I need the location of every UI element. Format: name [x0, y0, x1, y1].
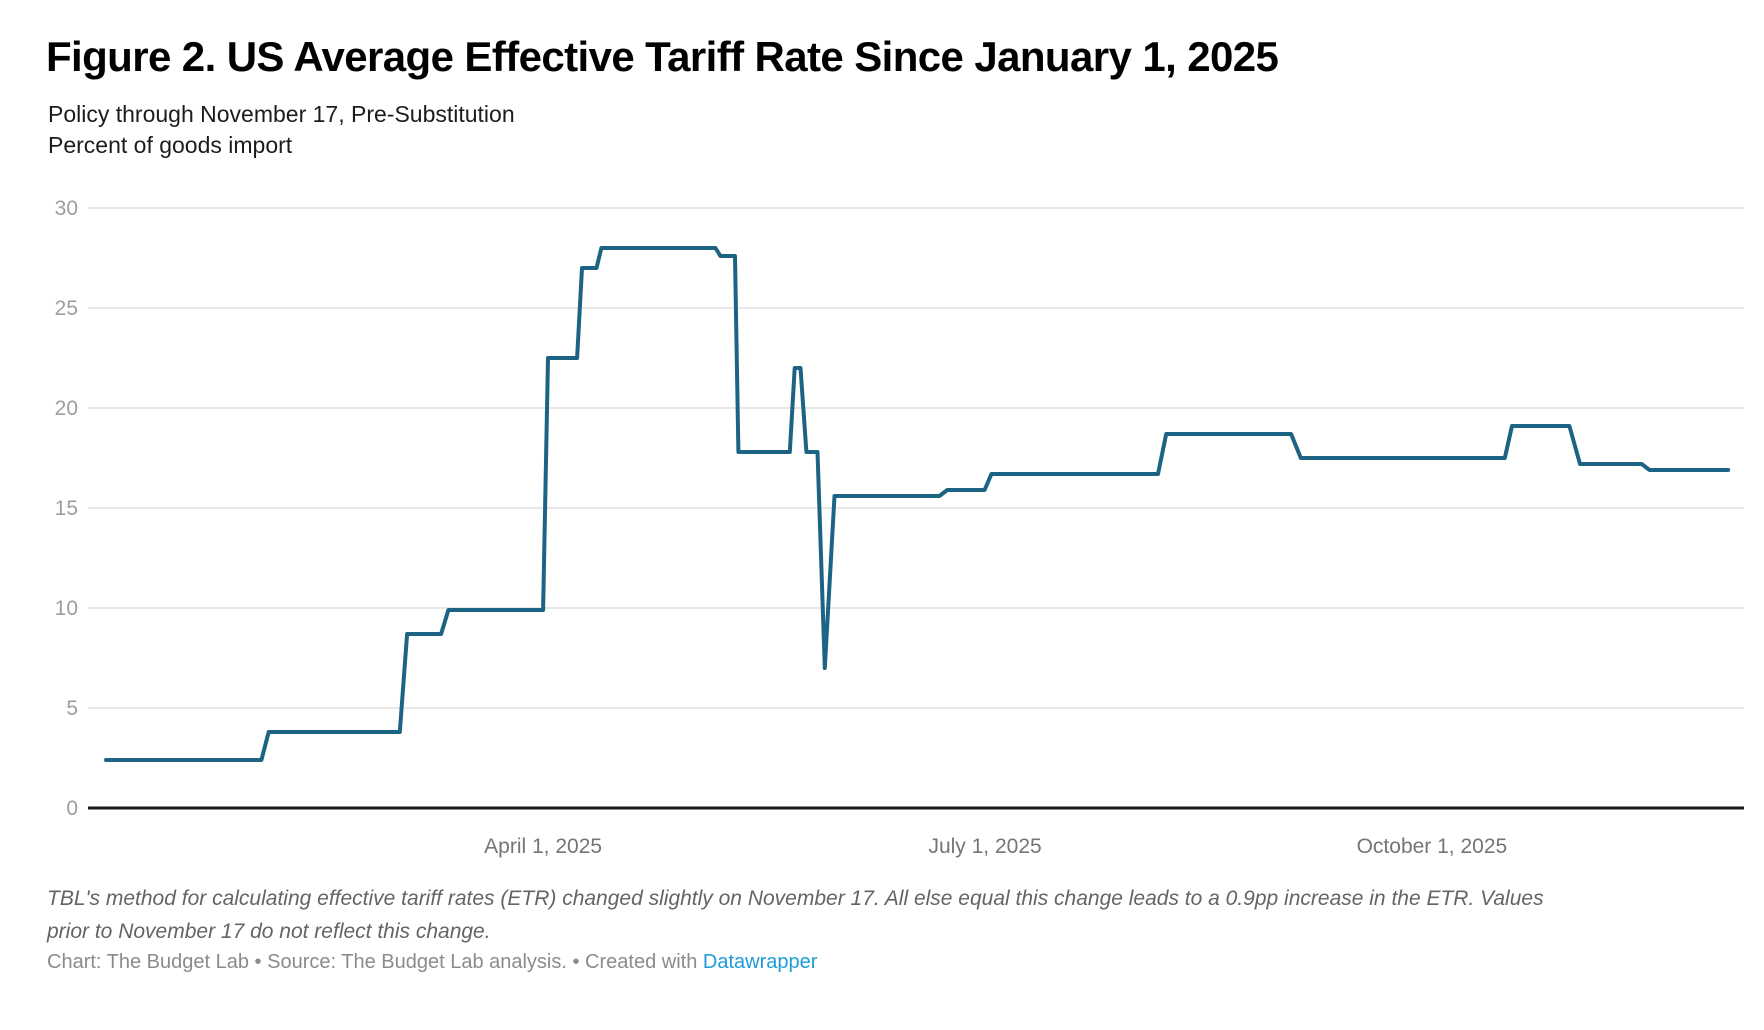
subtitle-policy-line: Policy through November 17, Pre-Substitu… [48, 101, 515, 127]
note-line-2: prior to November 17 do not reflect this… [47, 920, 491, 943]
x-tick-label: April 1, 2025 [484, 835, 602, 858]
chart-subtitle: Policy through November 17, Pre-Substitu… [48, 99, 515, 161]
y-tick-label: 15 [55, 497, 78, 520]
credit-text: Chart: The Budget Lab • Source: The Budg… [47, 951, 703, 973]
y-tick-label: 30 [55, 197, 78, 220]
etr-line [104, 246, 1731, 762]
note-line-1: TBL's method for calculating effective t… [47, 887, 1544, 910]
chart-note: TBL's method for calculating effective t… [47, 882, 1544, 948]
y-tick-label: 10 [55, 597, 78, 620]
datawrapper-link[interactable]: Datawrapper [702, 951, 818, 973]
y-tick-label: 20 [55, 397, 78, 420]
subtitle-unit-line: Percent of goods import [48, 132, 293, 158]
y-tick-label: 25 [55, 297, 78, 320]
y-tick-label: 5 [66, 697, 78, 720]
y-tick-label: 0 [66, 797, 78, 820]
chart-credit: Chart: The Budget Lab • Source: The Budg… [47, 951, 817, 974]
x-tick-label: July 1, 2025 [928, 835, 1041, 858]
x-tick-label: October 1, 2025 [1357, 835, 1508, 858]
chart-title: Figure 2. US Average Effective Tariff Ra… [46, 33, 1279, 80]
